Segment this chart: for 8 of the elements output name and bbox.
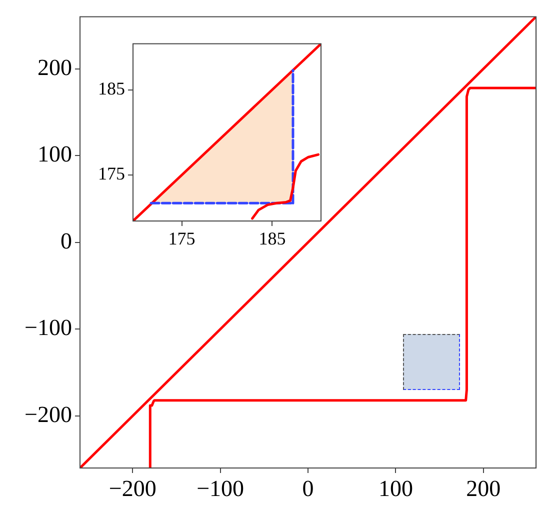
y-tick-label: −100 bbox=[24, 315, 72, 340]
y-tick-label: 200 bbox=[38, 54, 72, 80]
y-tick-label: −200 bbox=[24, 402, 72, 427]
x-tick-label: 0 bbox=[302, 476, 314, 501]
x-tick-label: 100 bbox=[378, 476, 413, 501]
x-tick-label: −100 bbox=[196, 476, 244, 501]
y-tick-label: 100 bbox=[38, 142, 72, 167]
x-tick-label: 200 bbox=[466, 476, 501, 501]
